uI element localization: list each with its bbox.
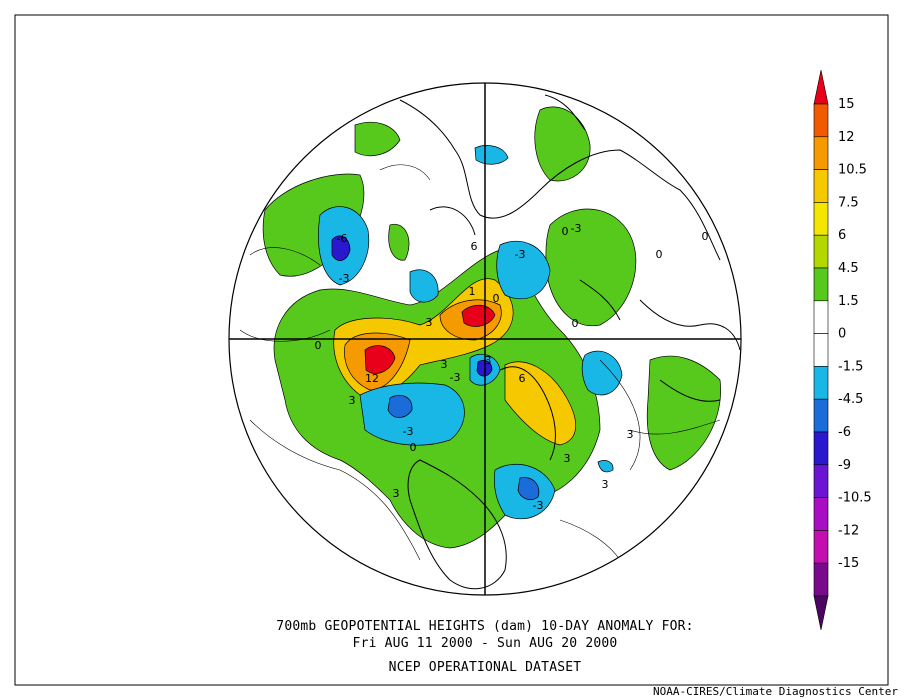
colorbar-tick-label: 7.5 xyxy=(838,195,859,210)
anomaly-region-negative-strong xyxy=(387,395,413,418)
contour-value-label: 0 xyxy=(410,441,417,454)
anomaly-region-peak xyxy=(461,304,496,327)
contour-value-label: 0 xyxy=(702,230,709,243)
contour-value-label: 6 xyxy=(519,372,526,385)
hemisphere-map xyxy=(229,83,741,595)
contour-value-label: 1 xyxy=(469,285,476,298)
colorbar-tick-label: -15 xyxy=(838,556,859,571)
colorbar-tick-label: -12 xyxy=(838,523,859,538)
contour-value-label: 3 xyxy=(564,452,571,465)
contour-value-label: 6 xyxy=(471,240,478,253)
colorbar-tick-label: 6 xyxy=(838,228,846,243)
colorbar-swatch xyxy=(813,530,829,564)
contour-value-label: 3 xyxy=(602,478,609,491)
contour-value-label: 0 xyxy=(656,248,663,261)
contour-value-label: 3 xyxy=(349,394,356,407)
colorbar-swatch xyxy=(813,136,829,170)
colorbar-swatch xyxy=(813,431,829,466)
colorbar-swatch xyxy=(813,169,829,203)
colorbar-tick-label: 15 xyxy=(838,97,855,112)
contour-value-label: 12 xyxy=(365,372,379,385)
plot-frame xyxy=(14,14,889,686)
colorbar: 15 12 10.5 7.5 6 4.5 1.5 0 -1.5 -4.5 -6 -9 -10.5 -12 -… xyxy=(813,69,872,631)
colorbar-swatch xyxy=(813,202,829,236)
colorbar-cap-top xyxy=(813,69,829,105)
colorbar-tick-label: -4.5 xyxy=(838,392,863,407)
contour-value-label: 0 xyxy=(315,339,322,352)
anomaly-region-negative xyxy=(409,269,439,303)
anomaly-region-negative-strong xyxy=(517,477,540,500)
contour-value-label: -6 xyxy=(337,232,348,245)
contour-value-label: 3 xyxy=(441,358,448,371)
anomaly-region-positive-strong xyxy=(504,361,577,446)
contour-value-label: -3 xyxy=(533,499,544,512)
colorbar-cap-bottom xyxy=(813,595,829,631)
anomaly-region-negative xyxy=(474,145,509,165)
colorbar-tick-label: -1.5 xyxy=(838,359,863,374)
contour-value-label: 0 xyxy=(493,292,500,305)
anomaly-region-negative xyxy=(496,240,551,300)
anomaly-region-negative xyxy=(581,350,623,396)
colorbar-swatch xyxy=(813,234,829,269)
colorbar-tick-label: -6 xyxy=(838,425,851,440)
contour-value-label: 3 xyxy=(393,487,400,500)
anomaly-region-positive xyxy=(354,121,401,157)
colorbar-tick-label: 1.5 xyxy=(838,294,859,309)
colorbar-tick-label: 10.5 xyxy=(838,163,867,178)
colorbar-tick-label: -10.5 xyxy=(838,491,872,506)
contour-value-label: -3 xyxy=(450,371,461,384)
dataset-label: NCEP OPERATIONAL DATASET xyxy=(388,660,582,675)
anomaly-region-peak xyxy=(364,345,396,374)
anomaly-region-positive xyxy=(388,223,410,261)
colorbar-swatch xyxy=(813,464,829,498)
contour-value-label: 3 xyxy=(627,428,634,441)
anomaly-region-negative-strong xyxy=(331,235,351,261)
colorbar-swatch xyxy=(813,267,829,302)
contour-lines xyxy=(239,164,721,561)
colorbar-swatch xyxy=(813,103,829,138)
colorbar-swatch xyxy=(813,333,829,367)
contour-value-label: -3 xyxy=(515,248,526,261)
contour-value-label: -3 xyxy=(403,425,414,438)
contour-value-label: 0 xyxy=(562,225,569,238)
map-title-line-1: 700mb GEOPOTENTIAL HEIGHTS (dam) 10-DAY … xyxy=(276,619,694,634)
colorbar-tick-label: 0 xyxy=(838,327,846,342)
anomaly-region-negative xyxy=(359,382,465,446)
contour-value-label: -3 xyxy=(571,222,582,235)
colorbar-swatch xyxy=(813,497,829,531)
colorbar-tick-label: 4.5 xyxy=(838,261,859,276)
colorbar-swatch xyxy=(813,300,829,334)
colorbar-tick-label: 12 xyxy=(838,130,855,145)
map-title-line-2: Fri AUG 11 2000 - Sun AUG 20 2000 xyxy=(352,636,618,651)
contour-value-label: 0 xyxy=(572,317,579,330)
colorbar-swatch xyxy=(813,366,829,400)
contour-value-label: -3 xyxy=(339,272,350,285)
anomaly-region-negative xyxy=(597,460,614,473)
colorbar-tick-label: -9 xyxy=(838,458,851,473)
coastlines xyxy=(399,94,741,590)
contour-value-label: 3 xyxy=(485,354,492,367)
contour-value-label: 3 xyxy=(426,316,433,329)
colorbar-swatch xyxy=(813,398,829,433)
credit-label: NOAA-CIRES/Climate Diagnostics Center xyxy=(652,685,898,698)
colorbar-swatch xyxy=(813,562,829,597)
